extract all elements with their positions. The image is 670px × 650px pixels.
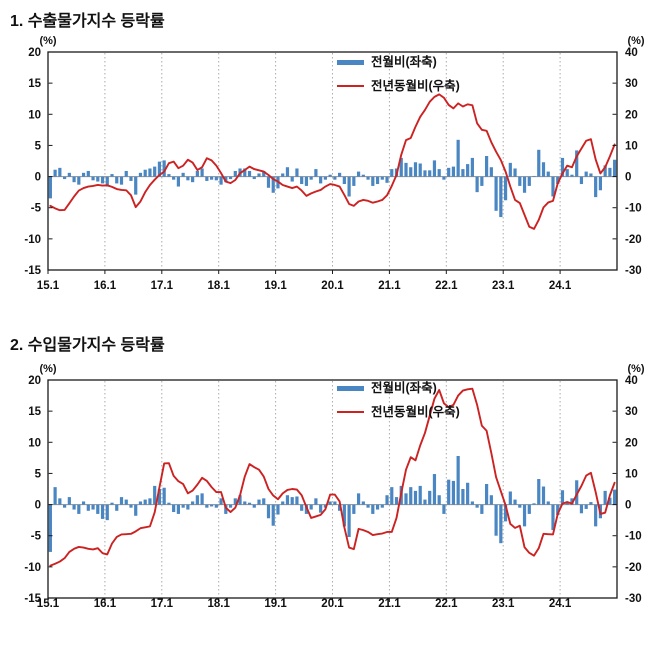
svg-text:-30: -30 (625, 265, 642, 277)
import-price-chart-canvas: 20 15 10 5 0 -5 -10 -15 40 30 20 10 0 -10 -20 -30 15.1 16… (24, 363, 645, 610)
mom-bar-swatch-icon (337, 59, 364, 65)
svg-text:-20: -20 (625, 562, 642, 574)
svg-text:-10: -10 (625, 203, 642, 215)
mom-bars-series (48, 139, 617, 218)
mom-bars-series (48, 455, 617, 552)
svg-text:19.1: 19.1 (264, 598, 287, 610)
svg-text:15.1: 15.1 (37, 280, 60, 292)
svg-text:10: 10 (28, 437, 41, 449)
svg-text:20.1: 20.1 (321, 598, 344, 610)
svg-text:-10: -10 (24, 562, 41, 574)
svg-text:30: 30 (625, 406, 638, 418)
mom-bar-swatch-icon (337, 385, 364, 391)
svg-text:24.1: 24.1 (549, 280, 572, 292)
legend-label-yoy: 전년동월비(우축) (371, 405, 460, 419)
svg-text:21.1: 21.1 (378, 598, 401, 610)
svg-text:40: 40 (625, 375, 638, 387)
legend-item-yoy: 전년동월비(우축) (337, 79, 460, 93)
svg-text:22.1: 22.1 (435, 598, 458, 610)
yoy-line-swatch-icon (337, 410, 364, 414)
svg-text:0: 0 (625, 500, 631, 512)
export-chart-legend: 전월비(좌축) 전년동월비(우축) (337, 55, 460, 93)
svg-text:10: 10 (625, 468, 638, 480)
svg-text:(%): (%) (39, 35, 56, 47)
svg-text:20: 20 (625, 437, 638, 449)
svg-text:24.1: 24.1 (549, 598, 572, 610)
svg-text:5: 5 (35, 140, 42, 152)
svg-text:-15: -15 (24, 593, 41, 605)
year-gridlines (104, 53, 561, 269)
axis-labels: 20 15 10 5 0 -5 -10 -15 40 30 20 10 0 -10 -20 -30 15.1 16… (24, 363, 645, 610)
svg-text:0: 0 (35, 500, 41, 512)
svg-text:15.1: 15.1 (37, 598, 60, 610)
svg-text:0: 0 (625, 172, 631, 184)
svg-text:17.1: 17.1 (151, 280, 174, 292)
svg-text:15: 15 (28, 406, 41, 418)
svg-text:20.1: 20.1 (321, 280, 344, 292)
svg-text:-30: -30 (625, 593, 642, 605)
svg-text:15: 15 (28, 78, 41, 90)
import-combo-chart: 20 15 10 5 0 -5 -10 -15 40 30 20 10 0 -10 -20 -30 15.1 16… (24, 363, 645, 610)
svg-text:18.1: 18.1 (208, 280, 231, 292)
legend-label-mom: 전월비(좌축) (371, 381, 437, 395)
svg-text:20: 20 (28, 375, 41, 387)
svg-text:10: 10 (625, 140, 638, 152)
svg-text:-20: -20 (625, 234, 642, 246)
yoy-line-series (49, 387, 616, 567)
svg-text:21.1: 21.1 (378, 280, 401, 292)
svg-text:-10: -10 (625, 531, 642, 543)
svg-text:23.1: 23.1 (492, 280, 515, 292)
svg-text:(%): (%) (39, 363, 56, 375)
svg-text:-10: -10 (24, 234, 41, 246)
import-chart-title: 2. 수입물가지수 등락률 (10, 337, 165, 354)
svg-text:5: 5 (35, 468, 42, 480)
legend-item-mom: 전월비(좌축) (337, 55, 460, 69)
yoy-line-swatch-icon (337, 84, 364, 88)
export-combo-chart: 20 15 10 5 0 -5 -10 -15 40 30 20 10 0 -10 -20 -30 15.1 16… (24, 35, 645, 292)
svg-text:40: 40 (625, 47, 638, 59)
import-chart-legend: 전월비(좌축) 전년동월비(우축) (337, 381, 460, 419)
year-gridlines (104, 381, 561, 597)
export-chart-title: 1. 수출물가지수 등락률 (10, 13, 165, 30)
svg-text:19.1: 19.1 (264, 280, 287, 292)
svg-text:22.1: 22.1 (435, 280, 458, 292)
svg-text:-5: -5 (31, 203, 42, 215)
svg-text:-15: -15 (24, 265, 41, 277)
svg-text:0: 0 (35, 172, 41, 184)
svg-text:16.1: 16.1 (94, 598, 117, 610)
svg-text:30: 30 (625, 78, 638, 90)
svg-text:16.1: 16.1 (94, 280, 117, 292)
yoy-line-series (49, 93, 616, 230)
legend-label-yoy: 전년동월비(우축) (371, 79, 460, 93)
axis-labels: 20 15 10 5 0 -5 -10 -15 40 30 20 10 0 -10 -20 -30 15.1 16… (24, 35, 645, 292)
legend-item-mom: 전월비(좌축) (337, 381, 460, 395)
svg-text:(%): (%) (627, 35, 644, 47)
svg-text:10: 10 (28, 109, 41, 121)
legend-item-yoy: 전년동월비(우축) (337, 405, 460, 419)
svg-text:-5: -5 (31, 531, 42, 543)
svg-text:23.1: 23.1 (492, 598, 515, 610)
svg-text:18.1: 18.1 (208, 598, 231, 610)
legend-label-mom: 전월비(좌축) (371, 55, 437, 69)
svg-text:20: 20 (625, 109, 638, 121)
svg-text:17.1: 17.1 (151, 598, 174, 610)
svg-text:20: 20 (28, 47, 41, 59)
export-price-chart-canvas: 20 15 10 5 0 -5 -10 -15 40 30 20 10 0 -10 -20 -30 15.1 16… (24, 35, 645, 292)
svg-text:(%): (%) (627, 363, 644, 375)
